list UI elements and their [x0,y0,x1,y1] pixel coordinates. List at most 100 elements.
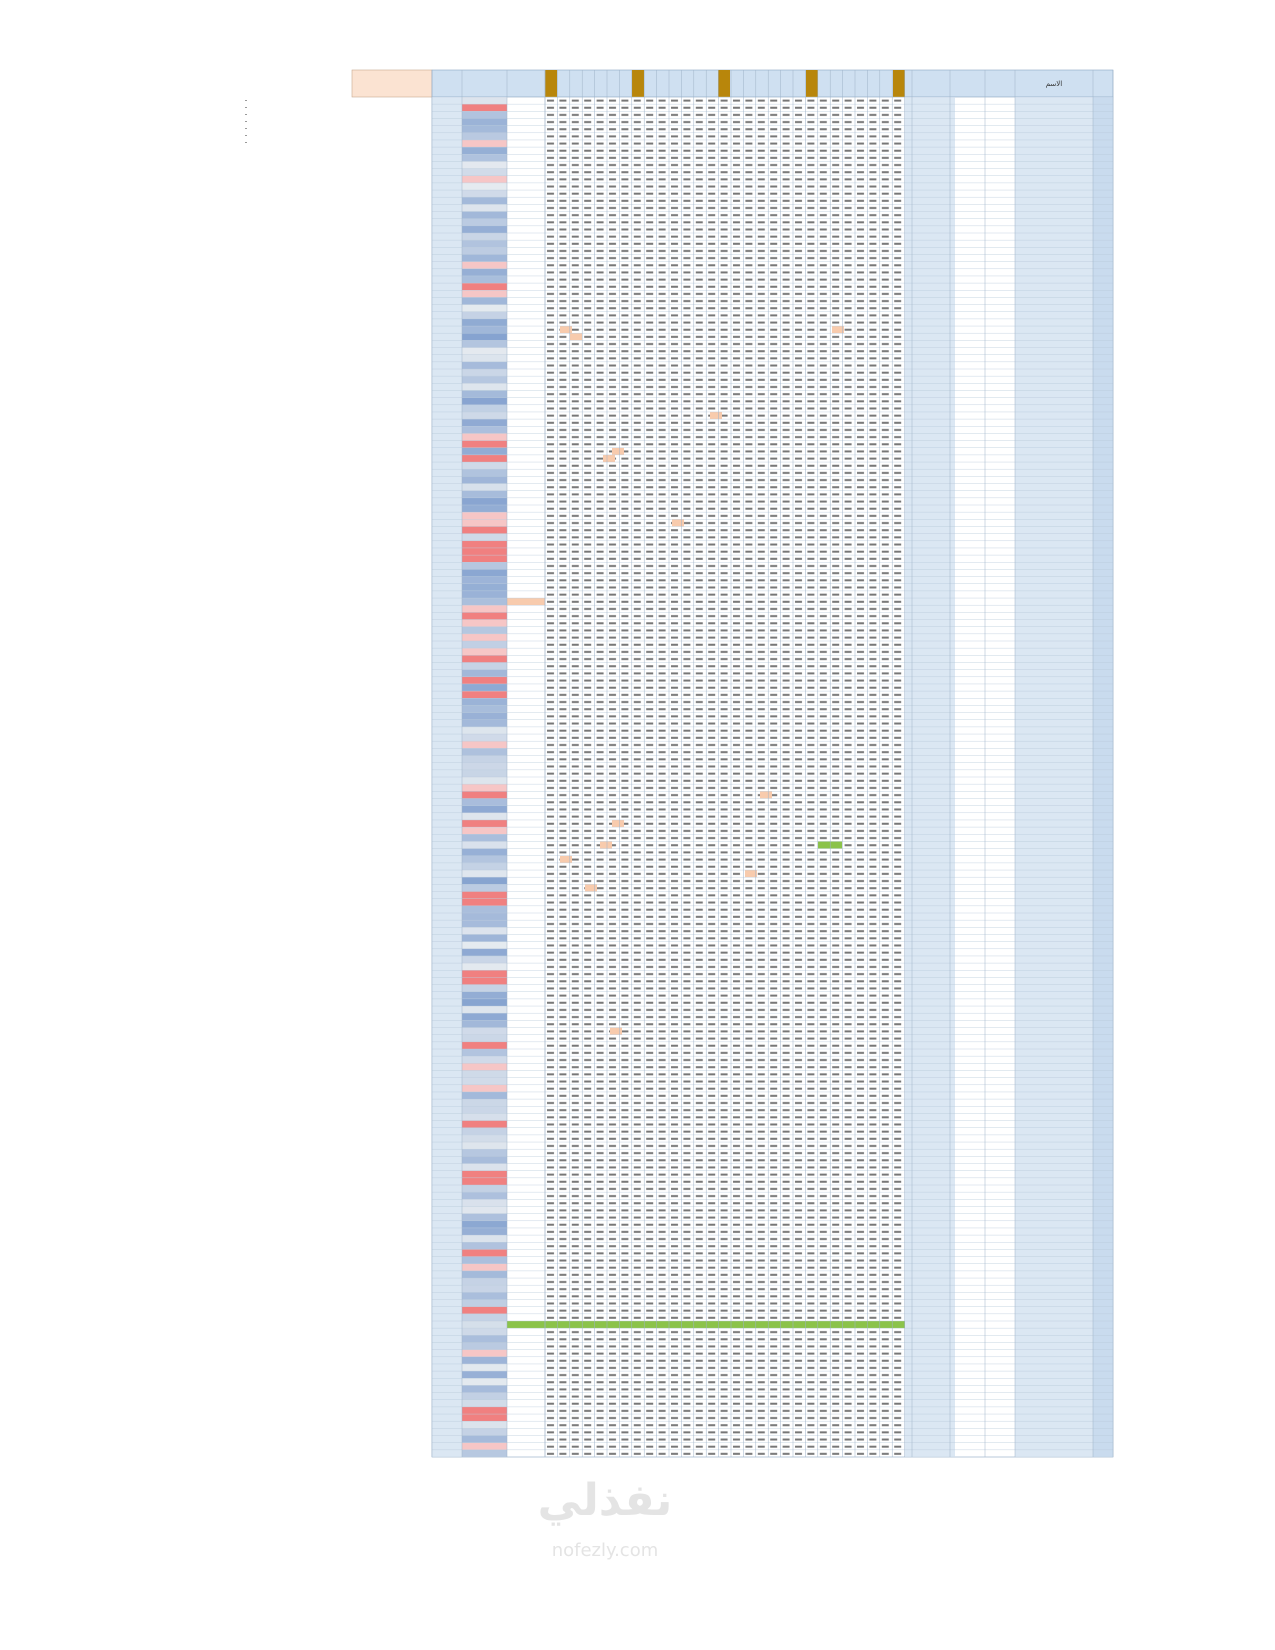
dot [245,100,247,101]
score-cell [462,991,507,999]
score-cell [462,698,507,706]
score-cell [462,118,507,126]
score-cell [462,884,507,892]
score-cell [462,197,507,205]
score-cell [462,1392,507,1400]
dot [245,142,247,143]
score-cell [462,1406,507,1415]
score-cell [462,626,507,634]
score-cell [462,547,507,556]
score-cell [462,132,507,140]
score-cell [462,168,507,176]
score-cell [462,719,507,727]
header-highlight [806,70,818,97]
score-cell [462,1342,507,1350]
score-cell [462,211,507,219]
score-cell [462,1199,507,1207]
score-cell [462,977,507,985]
score-cell [462,1428,507,1436]
score-cell [462,540,507,548]
score-cell [462,705,507,713]
score-cell [462,898,507,906]
score-cell [462,533,507,541]
score-cell [462,612,507,620]
score-cell [462,891,507,899]
score-cell [462,125,507,133]
score-cell [462,741,507,749]
score-cell [462,905,507,913]
score-cell [462,555,507,563]
score-cell [462,204,507,212]
cell-highlight [710,411,722,420]
dot [245,121,247,122]
score-cell [462,190,507,198]
score-cell [462,497,507,505]
score-cell [462,1120,507,1128]
score-cell [462,655,507,663]
score-cell [462,791,507,799]
score-cell [462,1106,507,1114]
score-cell [462,1084,507,1092]
score-cell [462,139,507,148]
score-cell [462,283,507,291]
score-cell [462,755,507,763]
score-cell [462,598,507,606]
score-cell [462,1349,507,1357]
score-cell [462,411,507,420]
score-cell [462,583,507,591]
score-cell [462,870,507,878]
score-cell [462,447,507,455]
score-cell [462,383,507,391]
header-highlight [545,70,557,97]
score-cell [462,1313,507,1321]
score-cell [462,1385,507,1393]
score-cell [462,1299,507,1307]
score-cell [462,1170,507,1178]
score-cell [462,590,507,599]
header-highlight [632,70,644,97]
cell-highlight [603,454,615,463]
score-cell [462,1278,507,1286]
score-cell [462,505,507,513]
score-cell [462,1013,507,1021]
score-cell [462,605,507,613]
score-cell [462,1177,507,1185]
dot [245,114,247,115]
score-cell [462,182,507,191]
score-cell [462,1235,507,1243]
score-cell [462,934,507,942]
score-cell [462,734,507,742]
score-cell [462,512,507,520]
score-cell [462,419,507,427]
score-cell [462,347,507,355]
note-box [351,69,433,98]
cell-highlight [560,855,572,863]
score-cell [462,161,507,169]
score-cell [462,1091,507,1100]
score-cell [462,1134,507,1143]
score-cell [462,240,507,248]
cell-highlight [560,326,572,334]
score-cell [462,1256,507,1264]
score-cell [462,154,507,162]
score-cell [462,333,507,341]
cell-highlight [600,841,612,849]
score-cell [462,297,507,305]
score-cell [462,955,507,964]
score-cell [462,397,507,405]
score-cell [462,261,507,269]
score-cell [462,812,507,820]
score-cell [462,225,507,233]
score-cell [462,1156,507,1164]
header-row [431,69,1114,98]
score-cell [462,1049,507,1057]
score-cell [462,233,507,241]
score-cell [462,762,507,770]
score-cell [462,1335,507,1343]
score-cell [462,519,507,527]
score-cell [462,1306,507,1314]
score-cell [462,1163,507,1171]
score-cell [462,1056,507,1064]
header-cell: الاسم [1046,80,1063,88]
score-cell [462,691,507,699]
